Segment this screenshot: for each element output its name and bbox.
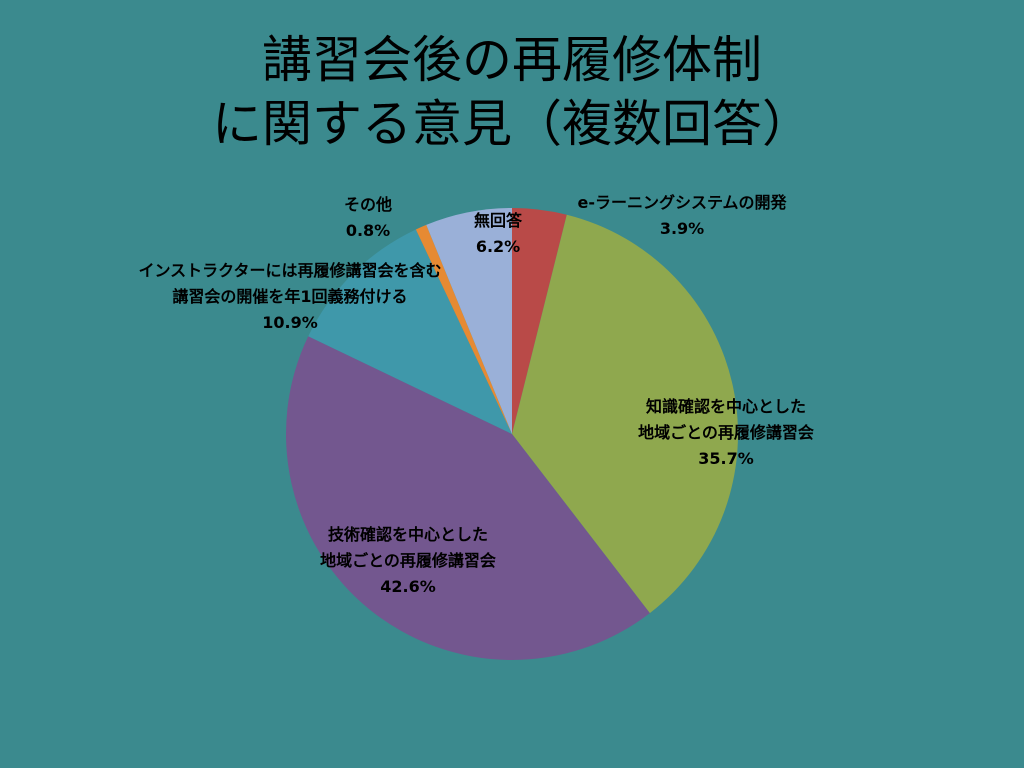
slice-label-name-line: 地域ごとの再履修講習会 (638, 423, 814, 442)
slice-label-name-line: 技術確認を中心とした (328, 525, 488, 544)
slice-label-name-line: e-ラーニングシステムの開発 (577, 193, 787, 212)
pie-slice-1 (512, 208, 567, 434)
slice-label-name-line: その他 (344, 195, 392, 214)
slice-label-name-line: 知識確認を中心とした (646, 397, 806, 416)
slice-label-2: 知識確認を中心とした地域ごとの再履修講習会 35.7% (638, 397, 814, 468)
slice-label-6: 無回答 6.2% (474, 211, 523, 256)
slice-label-name-line: 地域ごとの再履修講習会 (320, 551, 496, 570)
pie-slice-6 (426, 208, 512, 434)
slice-label-name-line: 無回答 (474, 211, 523, 230)
slice-label-value: 6.2% (476, 237, 520, 256)
slice-label-value: 42.6% (380, 577, 436, 596)
slice-label-value: 0.8% (346, 221, 390, 240)
slice-label-name-line: 講習会の開催を年1回義務付ける (172, 287, 407, 306)
pie-slice-2 (512, 214, 738, 614)
slice-label-3: 技術確認を中心とした地域ごとの再履修講習会 42.6% (320, 525, 496, 596)
chart-title-line-2: に関する意見（複数回答） (212, 95, 812, 153)
slice-label-5: その他 0.8% (344, 195, 392, 240)
slice-label-1: e-ラーニングシステムの開発 3.9% (577, 193, 787, 238)
slice-label-4: インストラクターには再履修講習会を含む講習会の開催を年1回義務付ける 10.9% (138, 261, 441, 332)
chart-title: 講習会後の再履修体制 に関する意見（複数回答） (0, 28, 1024, 156)
slice-label-value: 10.9% (262, 313, 318, 332)
chart-title-line-1: 講習会後の再履修体制 (262, 31, 762, 89)
pie-slice-5 (415, 224, 512, 434)
slice-label-value: 35.7% (698, 449, 754, 468)
slice-label-name-line: インストラクターには再履修講習会を含む (138, 261, 441, 280)
pie-slice-3 (286, 336, 650, 661)
pie-slice-4 (308, 229, 512, 434)
slice-label-value: 3.9% (660, 219, 704, 238)
